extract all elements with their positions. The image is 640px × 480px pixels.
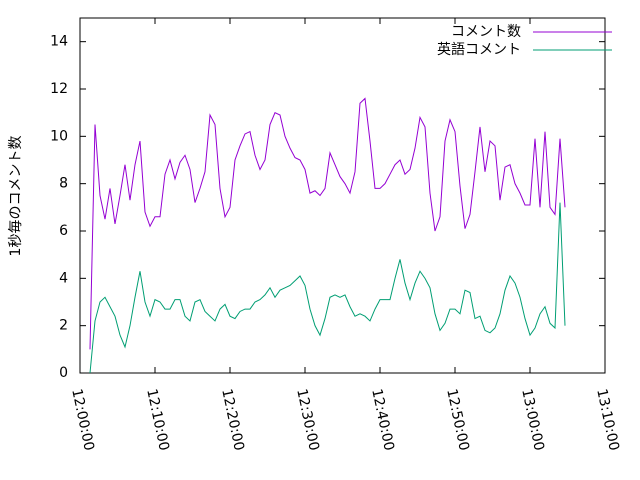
y-axis-label: 1秒毎のコメント数: [8, 136, 24, 257]
y-tick-label: 0: [59, 365, 68, 381]
y-tick-label: 6: [59, 223, 68, 239]
legend-label: 英語コメント: [437, 41, 521, 58]
y-tick-label: 4: [59, 270, 68, 286]
series-line: [89, 97, 566, 350]
y-tick-label: 10: [50, 128, 68, 144]
y-tick-label: 8: [59, 176, 68, 192]
legend-label: コメント数: [451, 24, 521, 40]
y-tick-label: 2: [59, 318, 68, 334]
y-tick-label: 14: [50, 34, 68, 50]
series-line: [89, 202, 566, 374]
y-tick-label: 12: [50, 81, 68, 97]
plot-frame: [79, 17, 606, 374]
